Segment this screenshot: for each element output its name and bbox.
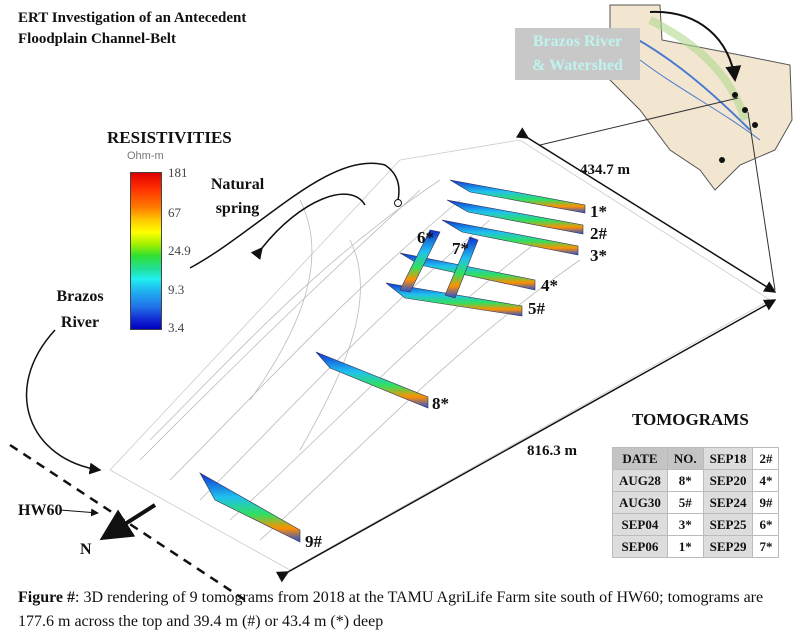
tomogram-label: 5# [528,299,545,318]
colorbar-tick: 9.3 [168,282,185,297]
legend-unit: Ohm-m [127,150,164,162]
label-line: Brazos [56,288,104,305]
tomogram-label: 3* [590,246,607,265]
tomogram-label: 2# [590,224,607,243]
table-cell: SEP25 [702,513,754,536]
table-cell: 3* [666,513,704,536]
tomogram-label: 6* [417,228,434,247]
tomogram-6 [399,229,441,293]
table-cell: NO. [666,447,704,470]
watershed-label: Brazos River & Watershed [515,28,640,80]
tomogram-label: 7* [452,239,469,258]
table-cell: SEP18 [702,447,754,470]
figure-title: ERT Investigation of an Antecedent Flood… [18,8,246,50]
table-cell: 9# [752,491,780,514]
river-callout-upper [250,193,366,260]
table-cell: AUG28 [612,469,668,492]
tomogram-label: 8* [432,394,449,413]
table-title: TOMOGRAMS [632,410,749,429]
label-line: Brazos River [532,33,623,50]
table-cell: SEP29 [702,535,754,558]
brazos-river-label: Brazos River [45,284,115,336]
table-cell: 4* [752,469,780,492]
width-measure-line [515,127,777,293]
length-measure-line [275,299,777,583]
tomogram-5 [385,282,523,317]
table-cell: 8* [666,469,704,492]
caption-label: Figure # [18,589,76,606]
colorbar-tick: 67 [168,205,181,220]
tomogram-7 [444,236,479,299]
length-measure-label: 816.3 m [527,443,577,459]
tomogram-4 [399,252,536,291]
tomogram-1 [449,179,586,214]
colorbar-tick: 24.9 [168,243,191,258]
table-cell: SEP24 [702,491,754,514]
table-cell: SEP20 [702,469,754,492]
table-cell: AUG30 [612,491,668,514]
tomogram-label: 4* [541,276,558,295]
table-cell: 6* [752,513,780,536]
tomogram-9 [199,472,301,543]
hw60-pointer [59,508,99,517]
north-arrow [99,503,157,541]
label-line: spring [215,200,260,217]
table-cell: 7* [752,535,780,558]
caption-text: : 3D rendering of 9 tomograms from 2018 … [18,589,764,630]
table-row: SEP04 3* SEP25 6* [612,513,780,536]
natural-spring-label: Natural spring [200,173,275,221]
colorbar-tick: 181 [168,165,188,180]
table-cell: 2# [752,447,780,470]
tomogram-label: 1* [590,202,607,221]
tomogram-table: DATE NO. SEP18 2# AUG28 8* SEP20 4* AUG3… [612,447,780,558]
river-callout-lower [25,329,102,475]
title-line: ERT Investigation of an Antecedent [18,10,247,26]
title-line: Floodplain Channel-Belt [18,31,176,47]
legend-title: RESISTIVITIES [107,128,232,147]
colorbar-tick: 3.4 [168,320,185,335]
table-cell: SEP04 [612,513,668,536]
spring-callout [189,162,400,269]
table-row: AUG30 5# SEP24 9# [612,491,780,514]
table-header: DATE NO. SEP18 2# [612,447,780,470]
label-line: & Watershed [532,57,623,74]
tomograms [199,179,586,543]
table-cell: 5# [666,491,704,514]
width-measure-label: 434.7 m [580,162,630,178]
tomogram-label: 9# [305,532,322,551]
label-line: River [60,314,100,331]
table-cell: SEP06 [612,535,668,558]
tomogram-3 [441,219,579,256]
table-row: AUG28 8* SEP20 4* [612,469,780,492]
table-cell: DATE [612,447,668,470]
table-row: SEP06 1* SEP29 7* [612,535,780,558]
north-label: N [80,541,92,558]
figure-caption: Figure #: 3D rendering of 9 tomograms fr… [18,586,793,634]
tomogram-8 [315,351,429,409]
table-cell: 1* [666,535,704,558]
colorbar [130,172,162,330]
tomogram-2 [446,199,584,235]
hw60-label: HW60 [18,502,63,519]
label-line: Natural [210,176,265,193]
